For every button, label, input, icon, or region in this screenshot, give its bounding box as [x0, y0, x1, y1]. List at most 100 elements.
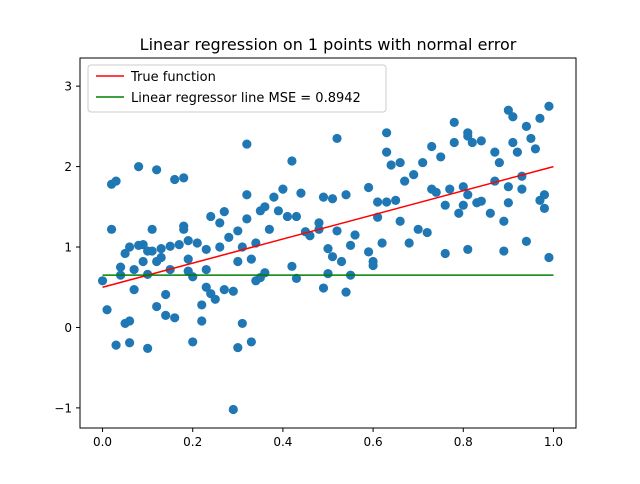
data-point [201, 244, 211, 255]
data-point [503, 105, 513, 115]
data-point [427, 141, 437, 152]
x-tick-label: 0.2 [183, 435, 202, 449]
data-point [413, 224, 423, 234]
data-point [152, 165, 162, 175]
data-point [499, 246, 509, 256]
data-point [323, 268, 333, 279]
data-point [363, 247, 374, 257]
data-point [156, 252, 166, 263]
data-point [129, 264, 139, 275]
data-point [422, 227, 432, 238]
data-point [440, 200, 450, 210]
data-point [458, 182, 468, 192]
data-point [521, 236, 532, 246]
data-point [314, 218, 324, 228]
data-point [170, 313, 180, 323]
data-point [264, 224, 274, 234]
data-point [395, 157, 405, 168]
data-point [161, 310, 171, 320]
data-point [170, 174, 180, 185]
data-point [233, 226, 243, 236]
y-tick-label: 3 [64, 80, 72, 94]
data-point [188, 337, 198, 347]
data-point [431, 187, 441, 197]
data-point [106, 224, 117, 234]
chart-title: Linear regression on 1 points with norma… [140, 35, 517, 54]
y-tick-label: 1 [64, 241, 72, 255]
data-point [134, 161, 144, 172]
data-point [494, 157, 504, 168]
lines-layer [102, 165, 554, 288]
data-point [409, 170, 419, 180]
data-point [449, 117, 459, 127]
data-point [260, 202, 270, 212]
data-point [120, 248, 130, 259]
data-point [368, 260, 378, 271]
y-tick-label: 2 [64, 160, 72, 174]
data-point [125, 338, 135, 348]
data-point [210, 294, 220, 304]
data-point [273, 206, 283, 216]
data-point [179, 173, 189, 183]
data-point [197, 300, 207, 310]
data-point [503, 182, 513, 192]
y-tick-label: −1 [54, 401, 72, 415]
data-point [242, 139, 252, 149]
data-point [287, 261, 297, 271]
data-point [503, 198, 513, 208]
data-point [291, 273, 302, 283]
x-axis: 0.0 0.2 0.4 0.6 0.8 1.0 [93, 428, 563, 449]
data-point [228, 286, 238, 296]
plot-frame [79, 57, 577, 429]
data-point [512, 147, 522, 157]
data-point [147, 246, 157, 256]
data-point [463, 244, 473, 255]
y-tick-label: 0 [64, 321, 72, 335]
x-tick-label: 0.0 [93, 435, 112, 449]
data-point [183, 254, 193, 264]
data-point [111, 340, 121, 350]
data-point [242, 190, 252, 200]
data-point [143, 269, 153, 279]
data-point [440, 248, 450, 259]
data-point [377, 238, 387, 248]
data-point [174, 240, 184, 250]
data-point [517, 184, 527, 194]
data-point [436, 152, 446, 162]
data-point [318, 283, 329, 293]
data-point [382, 197, 392, 207]
data-point [418, 157, 428, 168]
data-point [386, 160, 396, 170]
data-point [373, 197, 383, 207]
data-point [458, 200, 468, 210]
data-point [341, 287, 351, 297]
data-point [152, 301, 162, 312]
data-point [138, 256, 148, 267]
data-point [341, 190, 351, 200]
data-point [219, 285, 229, 295]
data-point [129, 285, 139, 295]
data-point [332, 226, 342, 236]
data-point [463, 190, 473, 200]
data-point [246, 254, 256, 264]
data-point [345, 240, 356, 251]
data-point [499, 216, 509, 226]
data-point [454, 208, 464, 218]
true-function-line [102, 165, 554, 288]
data-point [485, 208, 495, 218]
data-point [363, 182, 374, 193]
data-point [102, 305, 112, 315]
data-point [206, 211, 216, 222]
data-point [125, 316, 135, 326]
data-point [224, 232, 234, 242]
data-point [544, 101, 554, 111]
data-point [233, 256, 243, 267]
data-point [323, 244, 333, 254]
data-point [305, 231, 315, 241]
data-point [476, 136, 486, 146]
data-point [318, 192, 329, 202]
data-point [490, 147, 500, 157]
data-point [296, 188, 306, 198]
